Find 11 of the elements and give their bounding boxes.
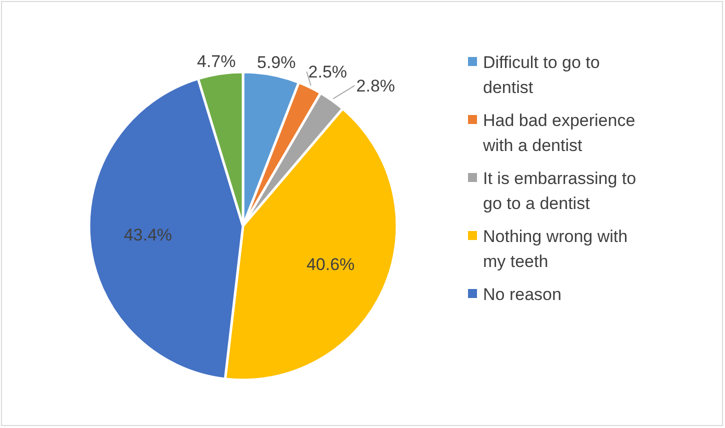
legend-label: Difficult to go to dentist (483, 52, 600, 97)
legend-label: It is embarrassing to go to a dentist (483, 168, 636, 213)
data-label: 2.5% (308, 62, 348, 82)
legend-label: Nothing wrong with my teeth (483, 226, 628, 271)
data-label: 5.9% (257, 52, 296, 72)
data-label: 43.4% (124, 225, 172, 244)
data-label: 4.7% (196, 52, 236, 71)
data-label: 40.6% (306, 255, 355, 274)
data-label: 2.8% (356, 76, 396, 96)
legend-label: Had bad experience with a dentist (482, 110, 636, 155)
legend-label: No reason (483, 284, 562, 304)
